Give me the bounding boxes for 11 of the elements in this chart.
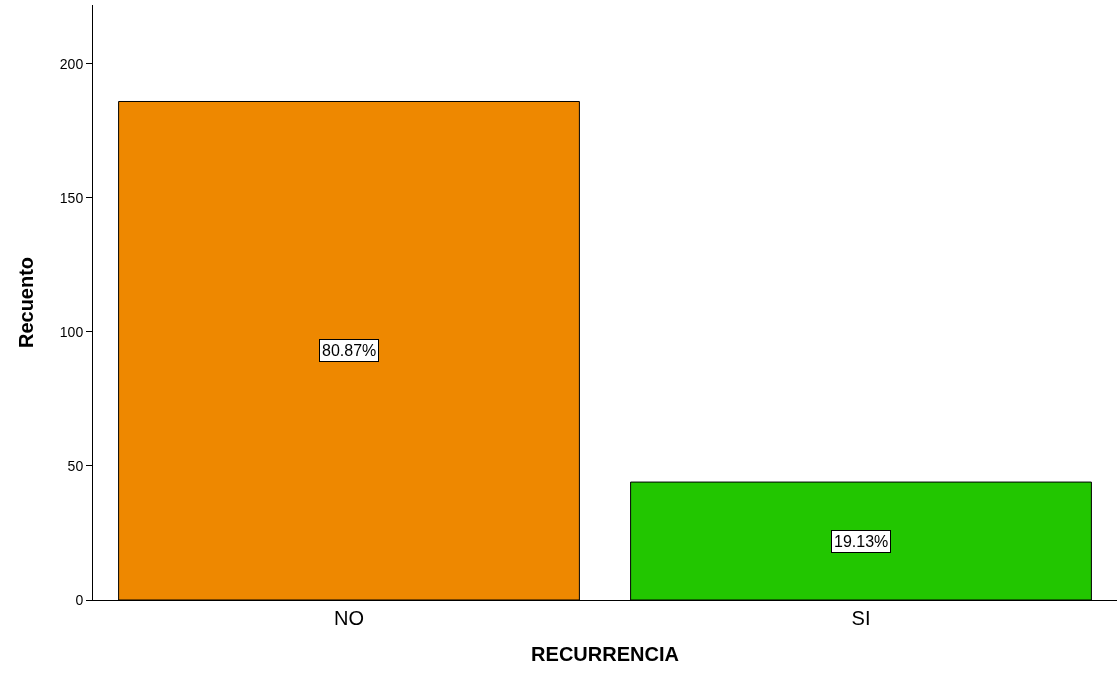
- y-tick-label: 200: [59, 55, 84, 72]
- y-axis-title: Recuento: [15, 256, 38, 349]
- y-tick-label: 0: [75, 591, 84, 608]
- y-tick-label: 100: [59, 323, 84, 340]
- y-tick-label: 50: [67, 457, 84, 474]
- x-axis-title: RECURRENCIA: [531, 642, 679, 665]
- annotation: 19.13%: [834, 533, 889, 550]
- x-tick-label: SI: [851, 607, 871, 629]
- y-tick-label: 150: [59, 189, 84, 206]
- x-tick-label: NO: [334, 607, 364, 629]
- annotation: 80.87%: [322, 342, 377, 359]
